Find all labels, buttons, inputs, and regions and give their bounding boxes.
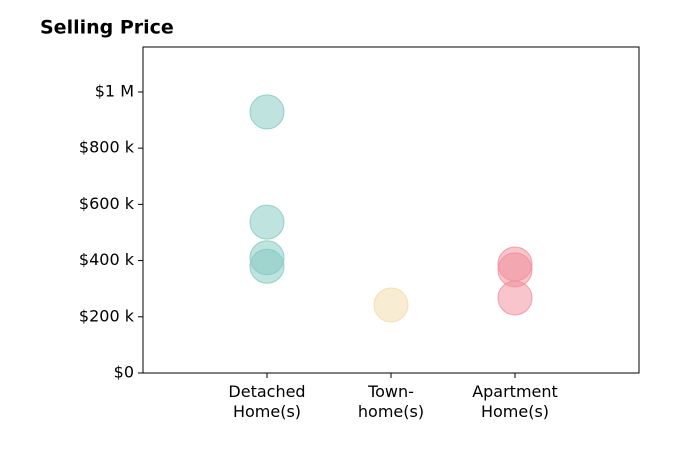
point [249, 204, 285, 240]
y-tick-label: $200 k [79, 306, 135, 325]
x-tick-label: Apartment Home(s) [472, 382, 558, 421]
point [373, 287, 409, 323]
plot-frame [142, 46, 640, 374]
x-tick-label: Town- home(s) [357, 382, 425, 421]
point [249, 94, 285, 130]
y-tick-label: $400 k [79, 250, 135, 269]
chart-title: Selling Price [40, 17, 174, 39]
y-tick-label: $600 k [79, 194, 135, 213]
y-tick-label: $0 [114, 363, 134, 382]
point [497, 280, 533, 316]
y-tick-label: $1 M [95, 81, 134, 100]
point [249, 248, 285, 284]
y-tick-label: $800 k [79, 138, 135, 157]
x-tick-label: Detached Home(s) [228, 382, 306, 421]
